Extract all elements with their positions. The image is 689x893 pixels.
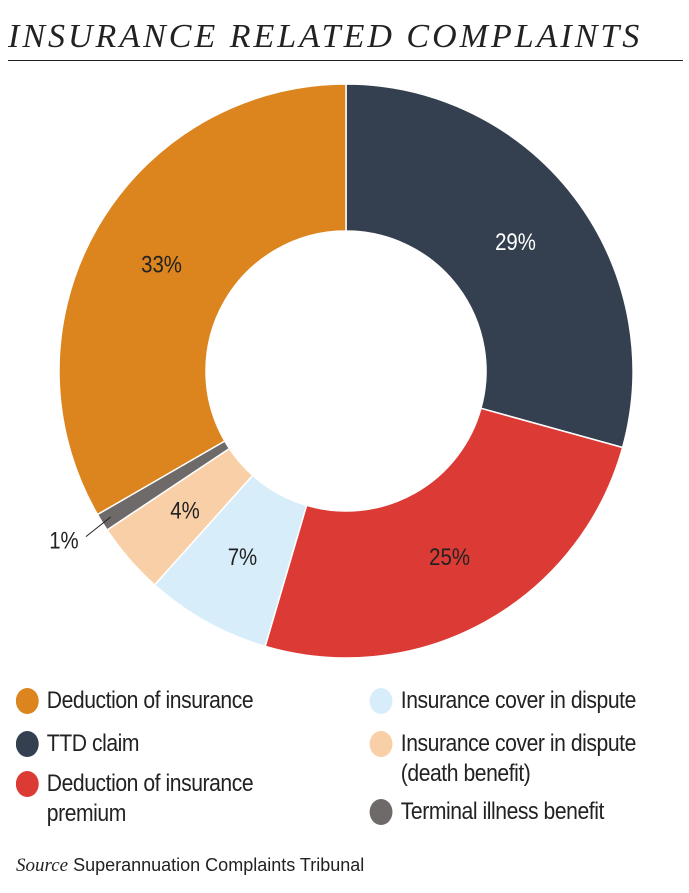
slice-0 [345,83,634,449]
legend-label: Terminal illness benefit [400,798,605,825]
data-label-2: 7% [228,544,257,571]
legend-item: Deduction of insurance [15,686,350,716]
legend-label: Insurance cover in dispute (death benefit… [400,730,637,787]
data-label-1: 25% [429,544,470,571]
data-label-4: 1% [49,527,78,554]
legend-label: Insurance cover in dispute [400,687,637,714]
legend-label: Deduction of insurance premium [46,770,254,827]
source-text: Superannuation Complaints Tribunal [73,855,365,875]
data-label-3: 4% [170,497,199,524]
data-label-0: 29% [495,228,536,255]
legend-swatch [369,688,393,714]
legend-item: Terminal illness benefit [369,797,689,827]
chart-title: INSURANCE RELATED COMPLAINTS [8,18,643,55]
legend-item: TTD claim [15,729,350,759]
leader-line-4 [85,516,111,538]
legend-item: Deduction of insurance premium [15,769,350,829]
legend-label: TTD claim [46,730,140,757]
legend-item: Insurance cover in dispute [369,686,689,716]
slice-5 [58,83,347,516]
legend-swatch [15,688,39,714]
legend-swatch [369,799,393,825]
data-label-5: 33% [141,251,182,278]
legend-item: Insurance cover in dispute (death benefit… [369,729,689,789]
legend-swatch [15,731,39,757]
legend-swatch [15,771,39,797]
source-label: Source [16,855,69,876]
donut-chart: 29% 25% 7% 4% 1% 33% [49,83,634,659]
title-underline [8,60,683,61]
source-note: Source Superannuation Complaints Tribuna… [16,855,364,877]
legend-label: Deduction of insurance [46,687,254,714]
legend-swatch [369,731,393,757]
slice-1 [264,407,624,659]
